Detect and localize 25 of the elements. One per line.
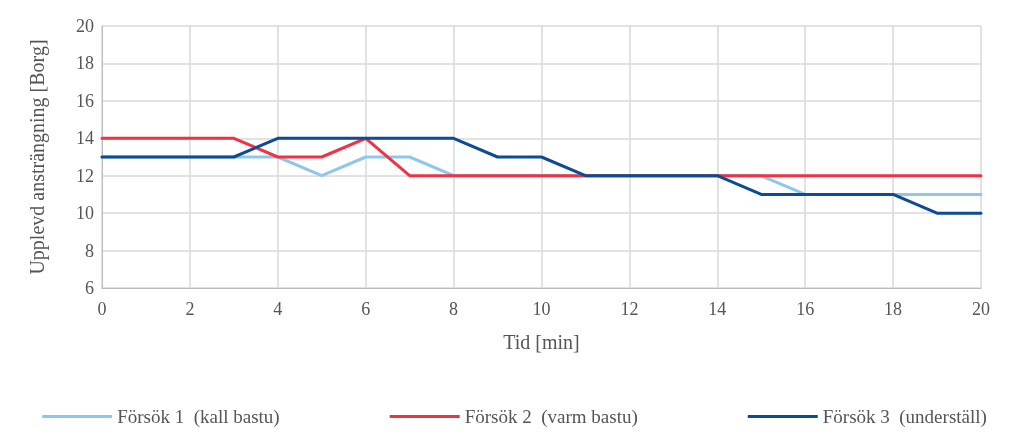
y-tick-label: 18	[76, 53, 94, 74]
y-axis-title: Upplevd ansträngning [Borg]	[26, 39, 49, 275]
x-tick-label: 16	[796, 299, 815, 319]
y-tick-label: 20	[76, 16, 94, 36]
x-tick-label: 10	[532, 299, 551, 319]
x-axis-title: Tid [min]	[503, 331, 580, 353]
y-tick-label: 6	[85, 278, 94, 298]
x-tick-label: 20	[972, 299, 990, 319]
y-tick-label: 16	[76, 90, 94, 111]
y-tick-label: 14	[76, 128, 94, 149]
y-tick-label: 8	[85, 240, 94, 261]
x-tick-label: 18	[884, 299, 903, 319]
legend-label: Försök 3 (underställ)	[822, 406, 987, 428]
x-tick-label: 0	[97, 299, 107, 319]
x-tick-label: 8	[449, 299, 459, 319]
y-tick-label: 10	[76, 203, 94, 224]
x-tick-label: 2	[185, 299, 195, 319]
line-series	[100, 136, 983, 215]
x-tick-label: 4	[273, 299, 283, 319]
x-tick-label: 14	[708, 299, 727, 319]
legend-label: Försök 1 (kall bastu)	[117, 406, 280, 428]
x-tick-label: 6	[361, 299, 371, 319]
x-tick-label: 12	[620, 299, 639, 319]
legend-label: Försök 2 (varm bastu)	[464, 406, 638, 428]
y-tick-label: 12	[76, 165, 94, 186]
